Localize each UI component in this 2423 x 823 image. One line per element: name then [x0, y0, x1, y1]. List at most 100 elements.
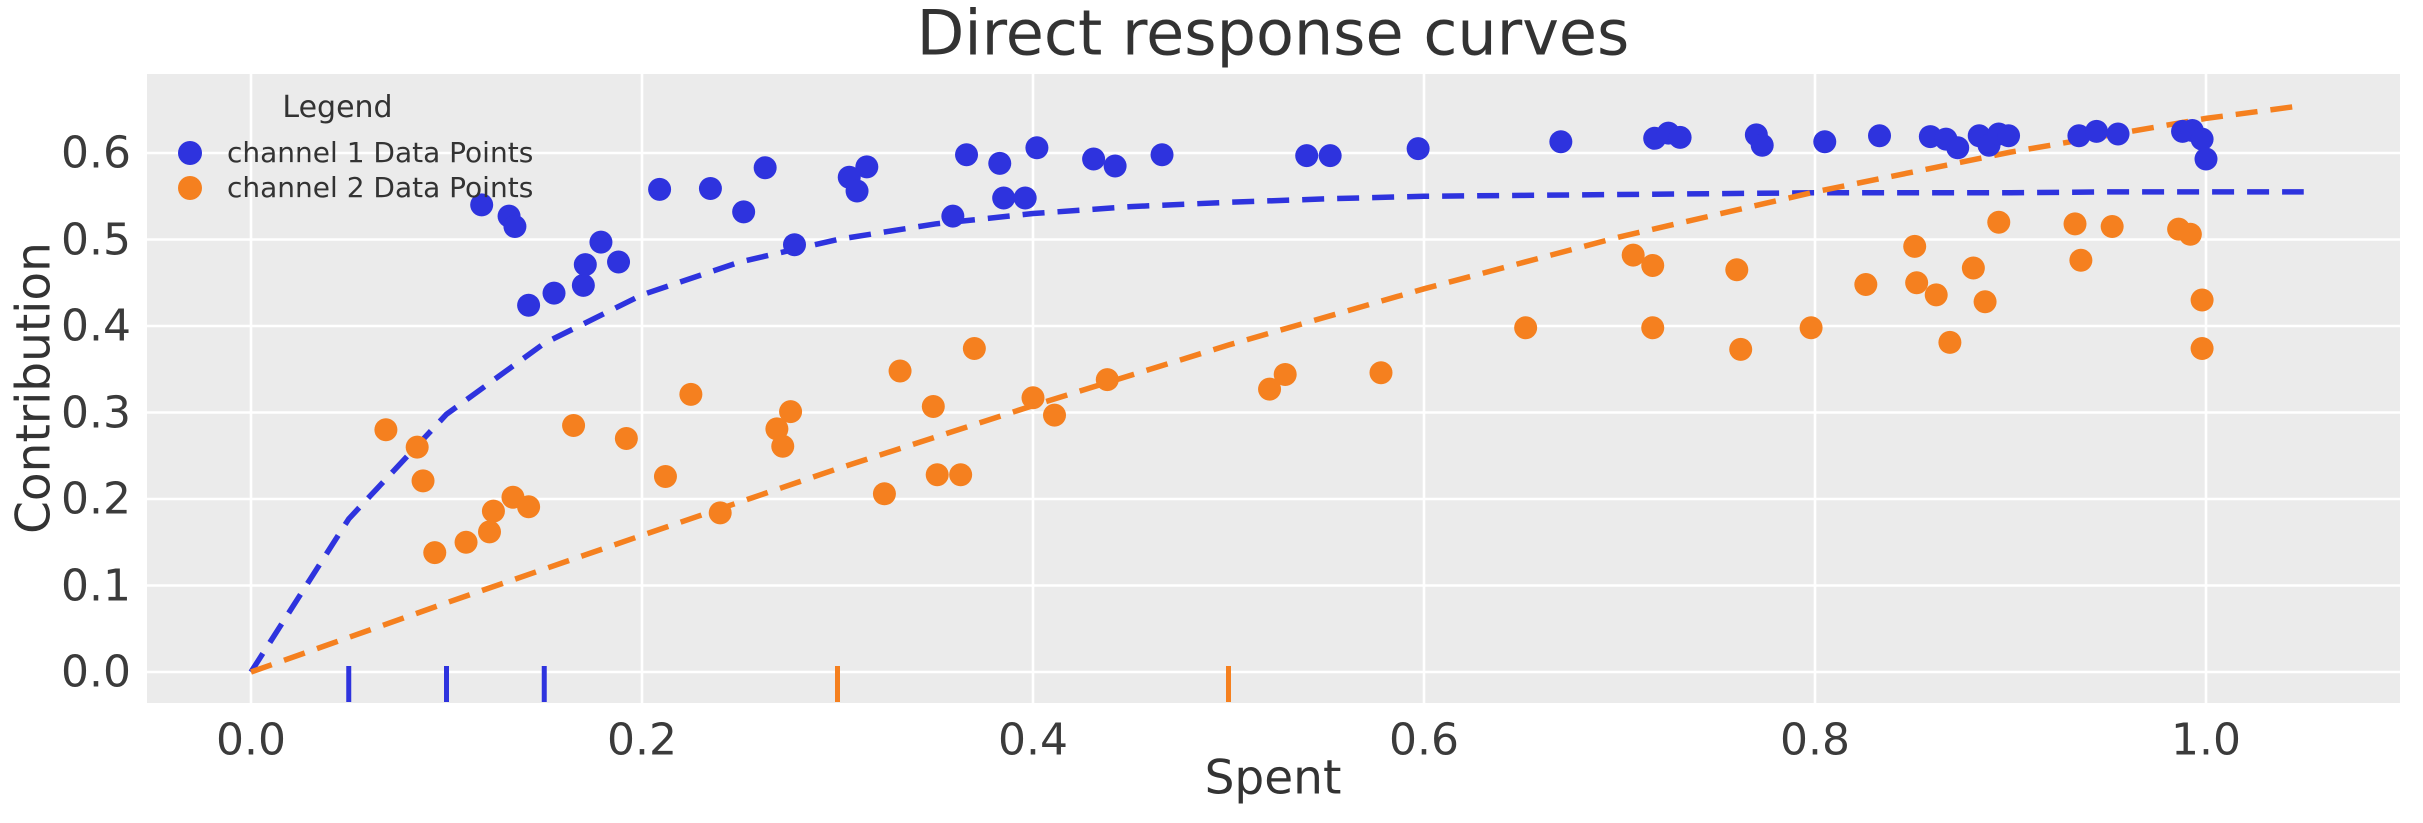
channel-1-point	[648, 177, 672, 201]
channel-2-point	[1903, 234, 1927, 258]
x-tick-label: 0.0	[216, 714, 286, 766]
x-tick-label: 1.0	[2171, 714, 2241, 766]
channel-2-point	[771, 434, 795, 458]
x-axis-label: Spent	[1204, 750, 1342, 806]
channel-2-point	[1514, 316, 1538, 340]
channel-1-point	[1013, 186, 1037, 210]
channel-2-point	[1961, 256, 1985, 280]
channel-2-point	[562, 413, 586, 437]
channel-1-point	[607, 250, 631, 274]
channel-1-point	[517, 293, 541, 317]
y-tick-label: 0.2	[61, 473, 131, 525]
channel-2-point	[2190, 288, 2214, 312]
channel-1-point	[1946, 136, 1970, 160]
channel-1-point	[845, 179, 869, 203]
channel-2-point	[1369, 361, 1393, 385]
x-tick-label: 0.2	[607, 714, 677, 766]
channel-1-point	[2194, 147, 2218, 171]
channel-2-point	[779, 400, 803, 424]
x-tick-label: 0.6	[1389, 714, 1459, 766]
legend: Legend channel 1 Data Points channel 2 D…	[165, 90, 533, 205]
channel-2-point	[374, 418, 398, 442]
channel-2-point	[1987, 210, 2011, 234]
channel-2-point	[1799, 316, 1823, 340]
channel-1-point	[753, 156, 777, 180]
legend-entry-channel-2: channel 2 Data Points	[165, 170, 533, 205]
channel-1-point	[855, 155, 879, 179]
channel-1-point	[1997, 124, 2021, 148]
legend-entry-channel-1: channel 1 Data Points	[165, 135, 533, 170]
channel-2-point	[653, 465, 677, 489]
y-tick-label: 0.4	[61, 300, 131, 352]
channel-2-point	[888, 359, 912, 383]
channel-2-point	[1854, 272, 1878, 296]
channel-1-point	[503, 215, 527, 239]
channel-1-point	[1549, 130, 1573, 154]
channel-2-point	[708, 501, 732, 525]
channel-2-point	[423, 541, 447, 565]
channel-1-point	[1750, 133, 1774, 157]
channel-1-point	[2190, 127, 2214, 151]
channel-2-point	[962, 336, 986, 360]
channel-2-point	[478, 520, 502, 544]
channel-1-point	[1295, 144, 1319, 168]
channel-2-point	[1725, 258, 1749, 282]
channel-1-point	[732, 200, 756, 224]
channel-1-point	[1025, 136, 1049, 160]
channel-1-point	[941, 204, 965, 228]
channel-1-point	[1150, 143, 1174, 167]
channel-2-point	[481, 499, 505, 523]
channel-2-point	[1621, 243, 1645, 267]
y-tick-label: 0.3	[61, 387, 131, 438]
y-tick-label: 0.1	[61, 560, 131, 611]
channel-2-point	[1258, 377, 1282, 401]
channel-2-point	[614, 426, 638, 450]
channel-2-point	[1641, 253, 1665, 277]
channel-2-point	[765, 417, 789, 441]
channel-2-point	[1095, 368, 1119, 392]
channel-2-point	[1973, 290, 1997, 314]
channel-2-point	[2069, 248, 2093, 272]
channel-2-marker-icon	[178, 175, 202, 200]
y-tick-label: 0.6	[61, 127, 131, 179]
y-tick-label: 0.5	[61, 214, 131, 265]
channel-2-point	[1021, 386, 1045, 410]
channel-2-response-curve	[250, 102, 2305, 675]
channel-1-point	[955, 143, 979, 167]
channel-2-point	[925, 463, 949, 487]
legend-title: Legend	[282, 90, 393, 125]
channel-2-point	[1729, 337, 1753, 361]
channel-2-point	[1924, 283, 1948, 307]
channel-2-point	[1043, 403, 1067, 427]
channel-1-point	[2106, 122, 2130, 146]
channel-1-point	[573, 253, 597, 277]
channel-1-response-curve	[248, 189, 2304, 674]
channel-1-point	[542, 281, 566, 305]
x-tick-label: 0.4	[998, 714, 1068, 766]
channel-1-point	[470, 193, 494, 217]
chart-title: Direct response curves	[916, 0, 1630, 70]
x-tick-label: 0.8	[1780, 714, 1850, 766]
channel-1-point	[988, 151, 1012, 175]
channel-2-point	[2063, 212, 2087, 236]
channel-2-point	[949, 463, 973, 487]
legend-entry-label: channel 2 Data Points	[227, 171, 534, 204]
channel-2-point	[2190, 336, 2214, 360]
y-tick-label: 0.0	[61, 646, 131, 698]
channel-1-point	[992, 186, 1016, 210]
channel-1-point	[1813, 130, 1837, 154]
channel-1-point	[1668, 125, 1692, 149]
channel-1-point	[1318, 144, 1342, 168]
channel-2-point	[921, 394, 945, 418]
channel-2-point	[517, 495, 541, 519]
channel-2-point	[872, 482, 896, 506]
channel-1-point	[1406, 137, 1430, 161]
channel-1-point	[571, 273, 595, 297]
channel-1-marker-icon	[178, 140, 202, 165]
channel-2-point	[405, 435, 429, 459]
channel-1-point	[1103, 154, 1127, 178]
channel-2-point	[679, 382, 703, 406]
channel-1-point	[2085, 119, 2109, 143]
